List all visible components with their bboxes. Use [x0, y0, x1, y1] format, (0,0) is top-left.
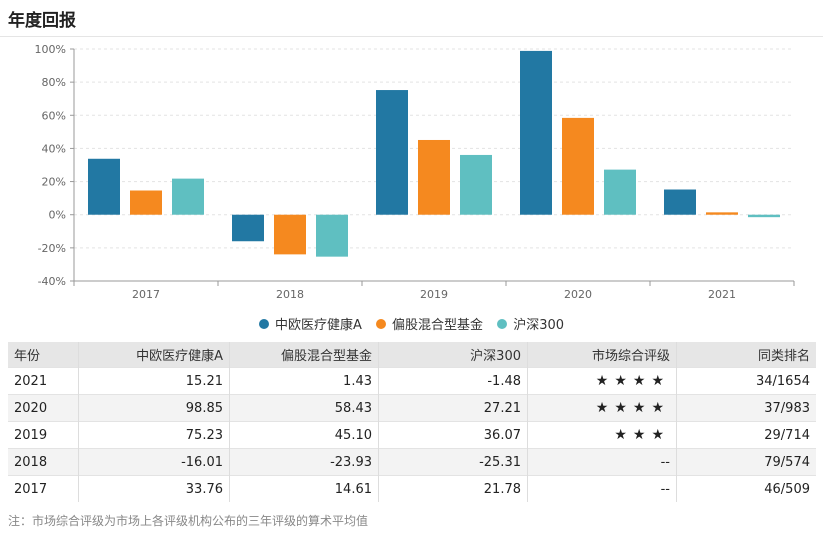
cell-index: -25.31: [378, 448, 528, 476]
cell-rating: --: [527, 475, 677, 502]
bar: [130, 190, 162, 215]
y-tick-label: 80%: [42, 76, 66, 89]
legend-label-fund: 中欧医疗健康A: [274, 318, 362, 333]
cell-index: 36.07: [378, 421, 528, 449]
legend-item-index[interactable]: 沪深300: [497, 314, 564, 333]
cell-peer: 45.10: [229, 421, 379, 449]
table-row: 2019 75.23 45.10 36.07 ★★★ 29/714: [8, 421, 816, 449]
cell-rank: 46/509: [676, 475, 816, 502]
header-rank: 同类排名: [676, 342, 816, 368]
cell-peer: 58.43: [229, 394, 379, 422]
cell-fund: 33.76: [78, 475, 230, 502]
cell-peer: 1.43: [229, 367, 379, 395]
cell-fund: 98.85: [78, 394, 230, 422]
cell-rating-stars: ★★★: [527, 421, 677, 449]
cell-rating-stars: ★★★★: [527, 394, 677, 422]
cell-rank: 37/983: [676, 394, 816, 422]
bar: [274, 214, 306, 255]
table-row: 2020 98.85 58.43 27.21 ★★★★ 37/983: [8, 394, 816, 422]
cell-index: -1.48: [378, 367, 528, 395]
page-title: 年度回报: [8, 11, 76, 31]
bar: [604, 169, 636, 215]
cell-peer: 14.61: [229, 475, 379, 502]
cell-index: 21.78: [378, 475, 528, 502]
x-tick-label: 2019: [420, 288, 448, 301]
x-tick-label: 2020: [564, 288, 592, 301]
y-tick-label: 20%: [42, 176, 66, 189]
cell-year: 2017: [8, 475, 79, 502]
cell-year: 2018: [8, 448, 79, 476]
header-index: 沪深300: [378, 342, 528, 368]
y-tick-label: 40%: [42, 142, 66, 155]
bar: [460, 154, 492, 215]
cell-rank: 79/574: [676, 448, 816, 476]
x-tick-label: 2017: [132, 288, 160, 301]
cell-index: 27.21: [378, 394, 528, 422]
bar: [664, 189, 696, 215]
y-tick-label: -40%: [38, 275, 66, 288]
bar: [748, 214, 780, 218]
cell-fund: 15.21: [78, 367, 230, 395]
cell-fund: 75.23: [78, 421, 230, 449]
bar: [562, 117, 594, 215]
cell-fund: -16.01: [78, 448, 230, 476]
table-header-row: 年份 中欧医疗健康A 偏股混合型基金 沪深300 市场综合评级 同类排名: [8, 342, 816, 368]
cell-peer: -23.93: [229, 448, 379, 476]
bar: [706, 212, 738, 215]
x-tick-label: 2018: [276, 288, 304, 301]
y-tick-label: 0%: [49, 209, 66, 222]
annual-return-chart: -40% -20% 0% 20% 40% 60% 80% 100% 2017 2018 2019 20…: [35, 43, 795, 301]
legend-item-peer[interactable]: 偏股混合型基金: [376, 314, 483, 333]
legend-item-fund[interactable]: 中欧医疗健康A: [258, 314, 362, 333]
header-fund: 中欧医疗健康A: [78, 342, 230, 368]
table-row: 2018 -16.01 -23.93 -25.31 -- 79/574: [8, 448, 816, 476]
legend-label-index: 沪深300: [513, 318, 565, 333]
cell-rank: 34/1654: [676, 367, 816, 395]
bar: [520, 50, 552, 215]
bar: [88, 158, 120, 215]
cell-rating: --: [527, 448, 677, 476]
cell-rating-stars: ★★★★: [527, 367, 677, 395]
legend-dot-fund: [258, 318, 269, 329]
y-tick-label: 60%: [42, 109, 66, 122]
title-divider: [0, 36, 823, 37]
rating-footnote: 注：市场综合评级为市场上各评级机构公布的三年评级的算术平均值: [8, 514, 369, 528]
bar: [172, 178, 204, 215]
header-rating: 市场综合评级: [527, 342, 677, 368]
bar: [376, 90, 408, 215]
y-tick-label: -20%: [38, 242, 66, 255]
legend-dot-index: [497, 318, 508, 329]
cell-year: 2021: [8, 367, 79, 395]
bar: [232, 214, 264, 242]
bar: [418, 139, 450, 215]
legend-label-peer: 偏股混合型基金: [392, 318, 484, 333]
cell-year: 2019: [8, 421, 79, 449]
header-year: 年份: [8, 342, 79, 368]
x-tick-label: 2021: [708, 288, 736, 301]
header-peer: 偏股混合型基金: [229, 342, 379, 368]
cell-rank: 29/714: [676, 421, 816, 449]
annual-return-table: 年份 中欧医疗健康A 偏股混合型基金 沪深300 市场综合评级 同类排名 202…: [8, 342, 816, 502]
y-tick-label: 100%: [35, 43, 66, 56]
cell-year: 2020: [8, 394, 79, 422]
legend-dot-peer: [376, 318, 387, 329]
chart-legend: 中欧医疗健康A 偏股混合型基金 沪深300: [0, 314, 823, 333]
table-row: 2021 15.21 1.43 -1.48 ★★★★ 34/1654: [8, 367, 816, 395]
bar: [316, 214, 348, 257]
table-row: 2017 33.76 14.61 21.78 -- 46/509: [8, 475, 816, 502]
